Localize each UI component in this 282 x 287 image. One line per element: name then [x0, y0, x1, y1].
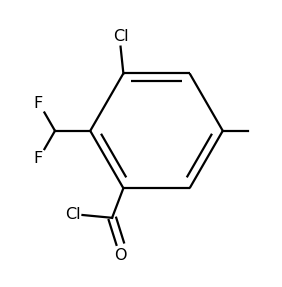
- Text: F: F: [34, 151, 43, 166]
- Text: Cl: Cl: [113, 29, 128, 44]
- Text: Cl: Cl: [65, 208, 81, 222]
- Text: F: F: [34, 96, 43, 111]
- Text: O: O: [114, 247, 127, 263]
